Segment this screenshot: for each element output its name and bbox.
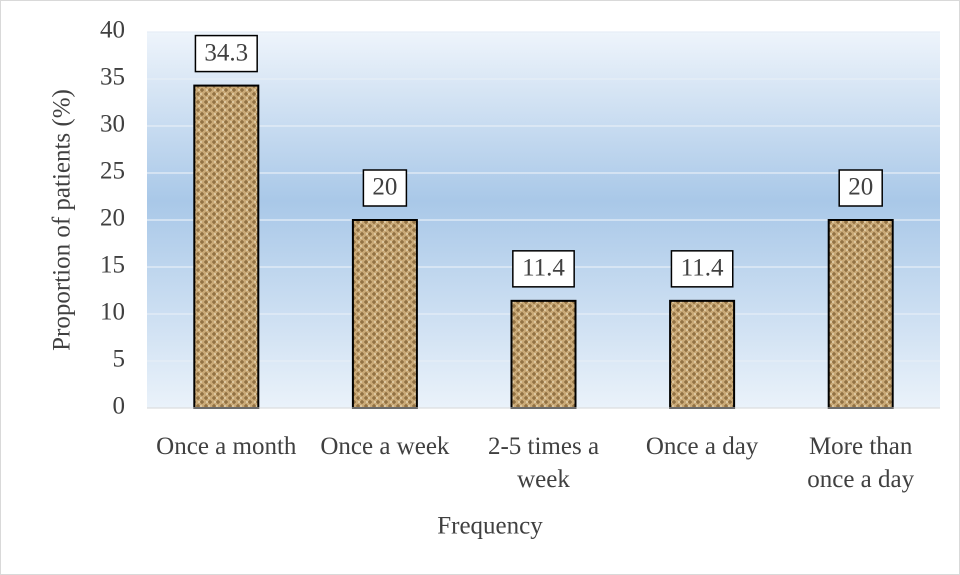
y-tick-label: 40 [100,17,125,44]
data-label: 11.4 [681,255,724,282]
y-tick-label: 0 [113,393,126,420]
data-label-box [362,169,408,207]
x-tick-label: Once a month [156,433,297,460]
y-tick-label: 30 [100,111,125,138]
y-tick-label: 5 [113,346,126,373]
bar [193,84,260,410]
x-tick-label: 2-5 times a week [487,433,600,493]
data-label: 34.3 [204,39,248,66]
data-label: 11.4 [522,255,565,282]
data-label-box [838,169,883,207]
bar [669,299,736,409]
x-axis-title: Frequency [437,513,543,540]
x-tick-label: More than once a day [807,433,915,493]
bar [827,219,894,409]
data-label-box [194,34,258,73]
data-label: 20 [372,174,397,201]
y-tick-label: 25 [100,158,125,185]
y-tick-label: 15 [100,252,125,279]
y-tick-label: 35 [100,64,125,91]
x-tick-label: Once a week [320,433,450,460]
data-label-box [670,250,734,288]
y-axis-title: Proportion of patients (%) [49,89,76,351]
data-label: 20 [848,174,873,201]
bar [351,219,418,409]
x-tick-label: Once a day [645,433,759,460]
y-tick-label: 20 [100,205,125,232]
data-label-box [512,250,575,288]
bar [510,299,577,409]
y-tick-label: 10 [100,299,125,326]
